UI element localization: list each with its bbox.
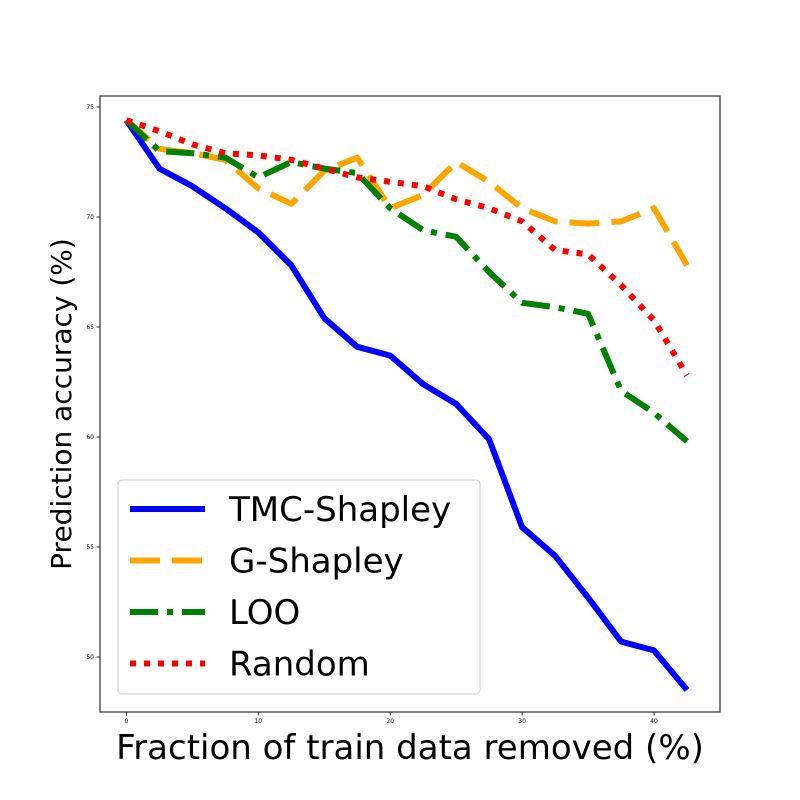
legend-label-random: Random [229, 645, 370, 685]
x-axis-label: Fraction of train data removed (%) [116, 728, 704, 768]
y-tick-label: 75 [86, 104, 94, 111]
x-axis-ticks: 0 10 20 30 40 [124, 712, 658, 725]
series-line-loo [124, 118, 689, 444]
legend-label-g-shapley: G-Shapley [229, 542, 404, 582]
legend-frame [117, 479, 481, 695]
x-tick-label: 40 [650, 718, 658, 725]
x-tick-label: 0 [124, 718, 128, 725]
x-tick-label: 20 [386, 718, 394, 725]
y-tick-label: 60 [86, 434, 94, 441]
axes-frame [99, 95, 721, 713]
legend-label-tmc-shapley: TMC-Shapley [228, 490, 451, 530]
series-line-tmc-shapley [123, 118, 690, 692]
legend: TMC-Shapley G-Shapley LOO Random [117, 479, 481, 695]
y-tick-label: 70 [86, 214, 94, 221]
legend-label-loo: LOO [229, 593, 300, 633]
series-layer [123, 117, 690, 692]
x-tick-label: 30 [518, 718, 526, 725]
y-axis-label: Prediction accuracy (%) [45, 238, 78, 570]
y-tick-label: 50 [86, 654, 94, 661]
y-tick-label: 65 [86, 324, 94, 331]
y-axis-ticks: 50 55 60 65 70 75 [86, 104, 100, 661]
series-line-random [125, 117, 690, 377]
x-tick-label: 10 [254, 718, 262, 725]
y-tick-label: 55 [86, 544, 94, 551]
